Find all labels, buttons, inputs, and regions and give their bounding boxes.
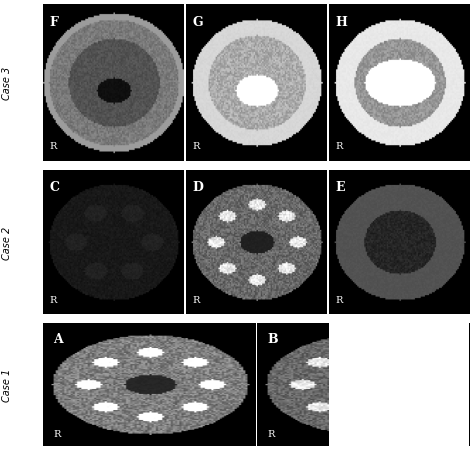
Text: R: R (336, 142, 343, 150)
Text: Case 2: Case 2 (2, 226, 12, 259)
Text: E: E (336, 180, 345, 193)
Text: H: H (336, 15, 347, 28)
Text: Case 3: Case 3 (2, 66, 12, 100)
Text: R: R (336, 295, 343, 304)
Text: A: A (53, 332, 63, 345)
Text: R: R (192, 142, 200, 150)
Text: D: D (192, 180, 203, 193)
Text: C: C (50, 180, 60, 193)
Text: G: G (192, 15, 203, 28)
Text: B: B (268, 332, 278, 345)
Text: R: R (53, 429, 61, 438)
Text: Case 1: Case 1 (2, 368, 12, 401)
Text: R: R (50, 295, 57, 304)
Text: R: R (192, 295, 200, 304)
Text: R: R (50, 142, 57, 150)
Text: R: R (268, 429, 275, 438)
Text: F: F (50, 15, 59, 28)
